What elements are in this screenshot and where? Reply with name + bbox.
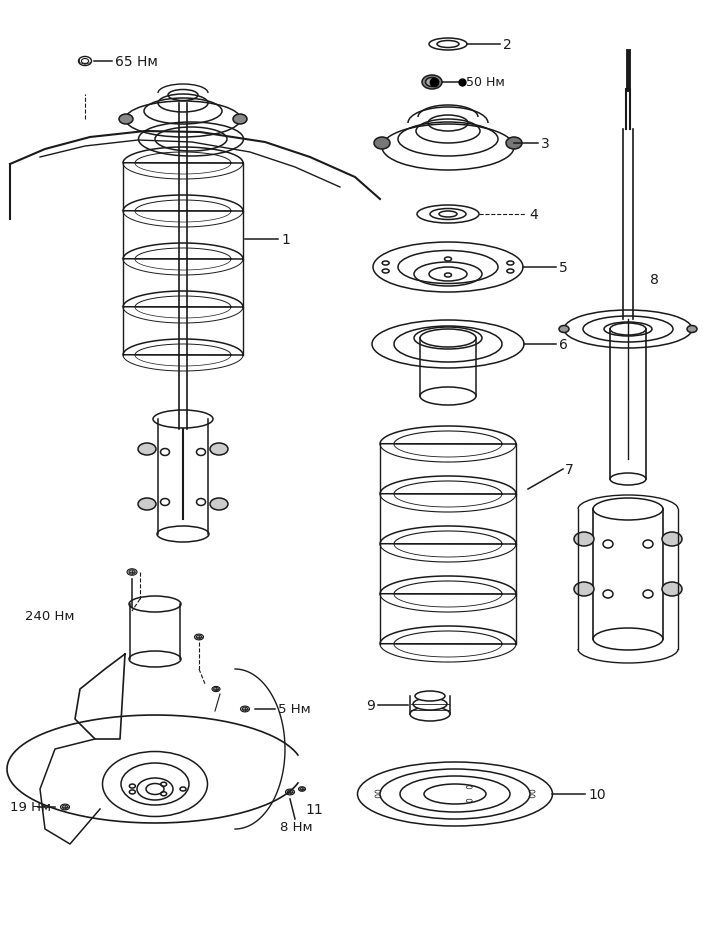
Ellipse shape [194,634,203,641]
Ellipse shape [197,635,202,640]
Text: 9: 9 [366,698,375,712]
Ellipse shape [210,499,228,511]
Ellipse shape [299,787,306,792]
Text: 50 Нм: 50 Нм [466,76,505,89]
Ellipse shape [410,707,450,721]
Text: 5: 5 [559,260,568,274]
Ellipse shape [138,443,156,455]
Ellipse shape [506,138,522,150]
Ellipse shape [213,688,218,691]
Ellipse shape [127,569,137,576]
Ellipse shape [129,570,135,575]
Ellipse shape [210,443,228,455]
Text: 7: 7 [565,463,574,476]
Ellipse shape [426,79,439,87]
Ellipse shape [242,707,248,711]
Text: 1: 1 [281,233,290,247]
Ellipse shape [212,687,220,692]
Text: 8 Нм: 8 Нм [280,820,312,833]
Text: 5 Нм: 5 Нм [278,703,311,716]
Text: 19 Нм: 19 Нм [10,801,51,814]
Ellipse shape [422,76,442,90]
Ellipse shape [429,39,467,51]
Ellipse shape [374,138,390,150]
Ellipse shape [687,326,697,333]
Ellipse shape [287,790,293,794]
Ellipse shape [138,499,156,511]
Ellipse shape [62,806,68,809]
Ellipse shape [61,805,69,810]
Text: 6: 6 [559,337,568,351]
Ellipse shape [559,326,569,333]
Ellipse shape [119,115,133,125]
Ellipse shape [662,582,682,596]
Ellipse shape [662,532,682,546]
Text: 65 Нм: 65 Нм [115,55,158,69]
Text: 10: 10 [588,787,606,801]
Ellipse shape [233,115,247,125]
Ellipse shape [413,698,447,710]
Text: 2: 2 [503,38,512,52]
Ellipse shape [415,692,445,701]
Text: 240 Нм: 240 Нм [25,610,74,623]
Ellipse shape [286,789,294,795]
Ellipse shape [574,582,594,596]
Text: 11: 11 [305,802,322,816]
Text: 8: 8 [650,273,659,286]
Text: 4: 4 [529,208,538,222]
Ellipse shape [574,532,594,546]
Text: 3: 3 [541,137,549,151]
Ellipse shape [300,788,304,791]
Ellipse shape [241,706,249,712]
